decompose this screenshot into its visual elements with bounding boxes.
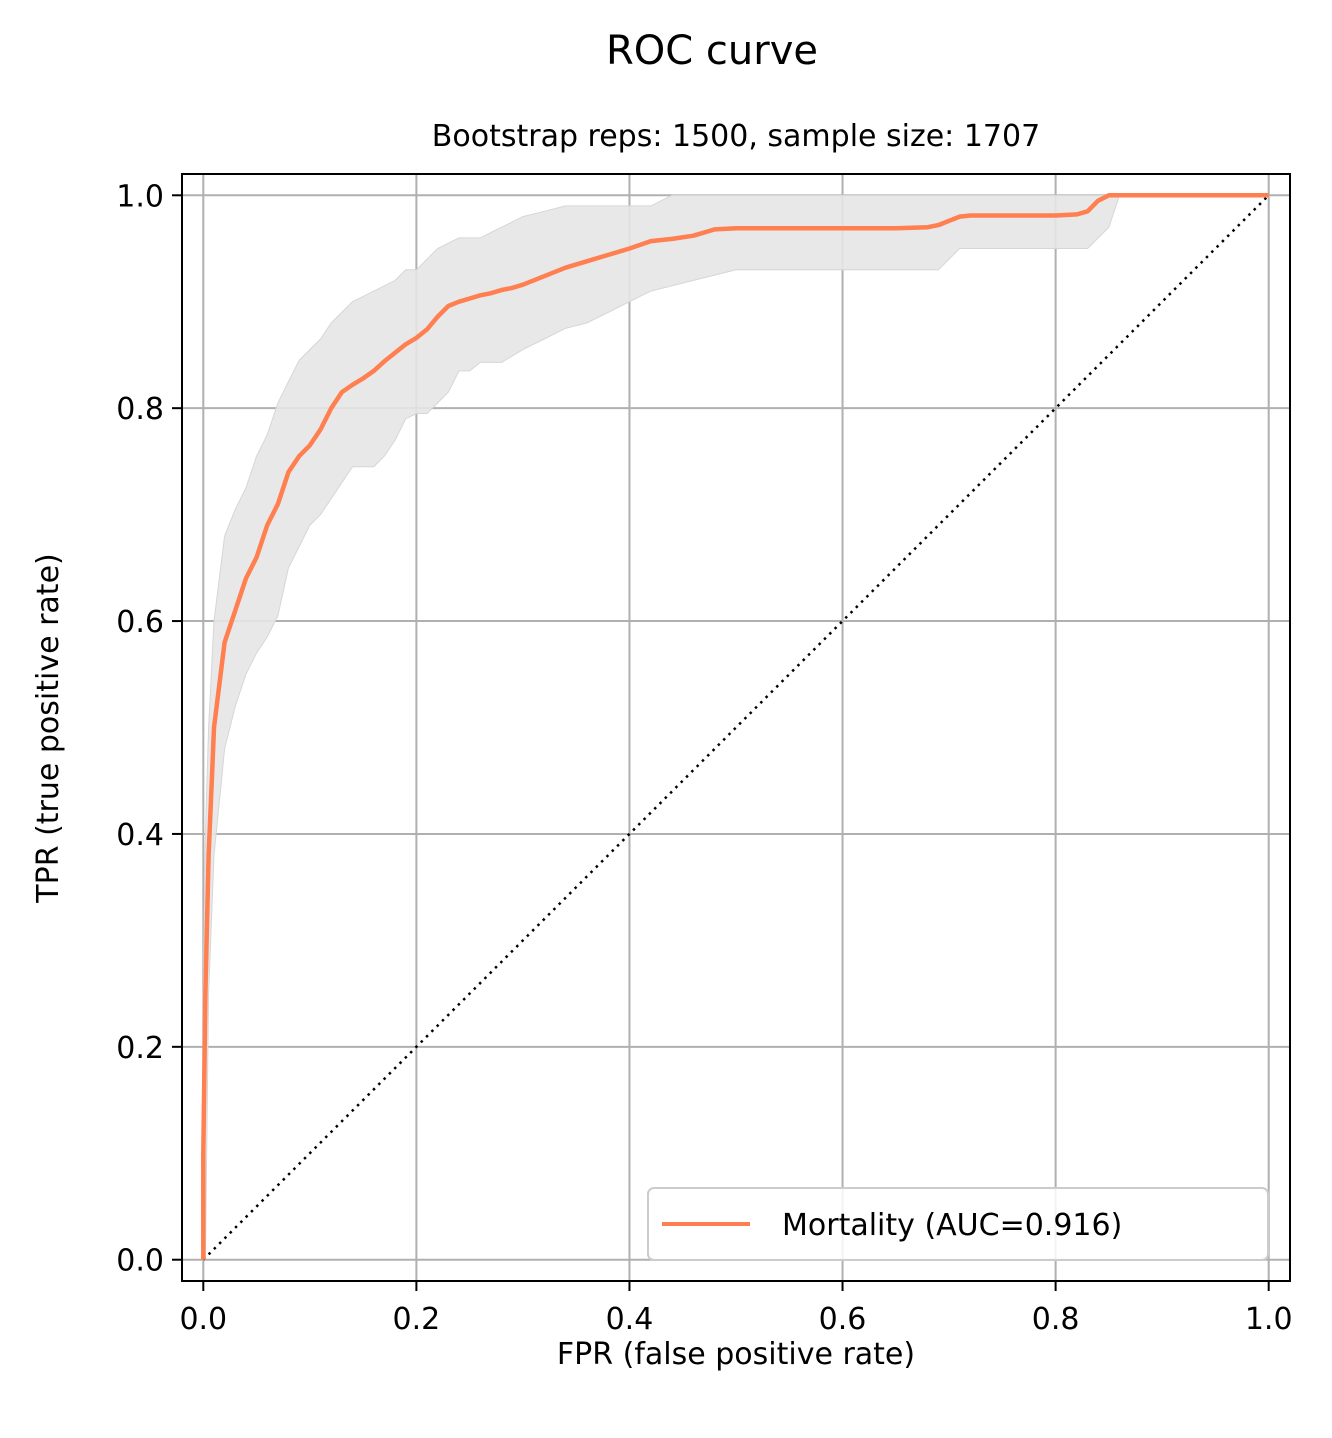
x-tick-label: 0.0 xyxy=(179,1302,227,1337)
chart-subtitle: Bootstrap reps: 1500, sample size: 1707 xyxy=(432,119,1040,154)
x-tick-label: 0.6 xyxy=(819,1302,867,1337)
y-tick-label: 0.6 xyxy=(116,605,164,640)
y-tick-label: 0.4 xyxy=(116,818,164,853)
x-tick-label: 1.0 xyxy=(1245,1302,1293,1337)
x-tick-label: 0.8 xyxy=(1032,1302,1080,1337)
plot-frame xyxy=(181,173,1291,1282)
y-tick-label: 0.0 xyxy=(116,1244,164,1279)
y-axis-label: TPR (true positive rate) xyxy=(31,553,66,903)
legend-label: Mortality (AUC=0.916) xyxy=(782,1208,1122,1243)
roc-curves xyxy=(201,193,1269,1260)
x-axis-ticks: 0.0 0.2 0.4 0.6 0.8 1.0 xyxy=(179,1281,1293,1337)
legend: Mortality (AUC=0.916) xyxy=(647,1187,1269,1261)
chart-title: ROC curve xyxy=(606,28,818,74)
x-axis-label: FPR (false positive rate) xyxy=(557,1337,915,1372)
y-tick-label: 1.0 xyxy=(116,179,164,214)
y-tick-label: 0.2 xyxy=(116,1031,164,1066)
x-tick-label: 0.2 xyxy=(393,1302,441,1337)
grid-lines xyxy=(182,174,1290,1281)
roc-curve-line-0 xyxy=(201,193,1269,1260)
y-tick-label: 0.8 xyxy=(116,392,164,427)
y-axis-ticks: 0.0 0.2 0.4 0.6 0.8 1.0 xyxy=(116,179,182,1279)
legend-box xyxy=(647,1187,1269,1261)
x-tick-label: 0.4 xyxy=(606,1302,654,1337)
